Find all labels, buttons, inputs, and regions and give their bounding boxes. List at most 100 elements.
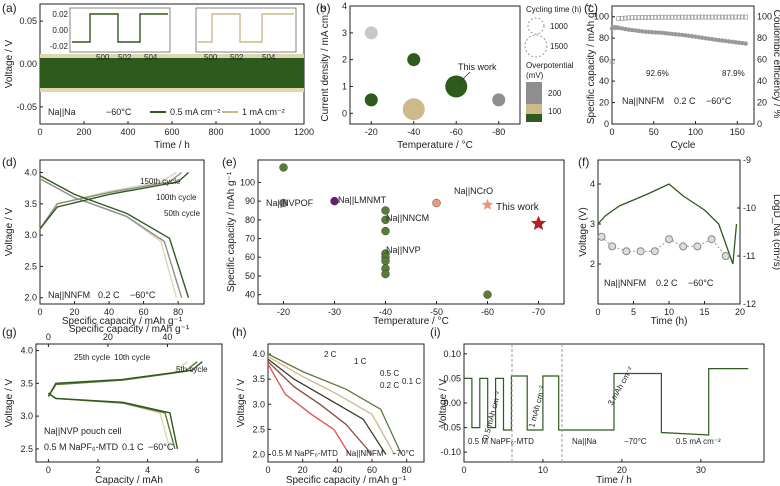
panel-h-frame <box>267 343 425 463</box>
panel-c-capacity-point <box>696 35 702 40</box>
panel-c-capacity-point <box>633 28 638 33</box>
panel-h-ytick-label: 4.0 <box>252 349 265 359</box>
panel-b-cycling-circle-1 <box>527 17 545 35</box>
panel-e-xtick-label: -50 <box>430 307 443 317</box>
panel-g-info-1: Na||NVP pouch cell <box>44 426 122 436</box>
panel-c-y2label: Coulombic efficiency / % <box>771 10 780 119</box>
panel-e-ytick-label: 80 <box>245 215 255 225</box>
panel-g-xtick-label: 6 <box>195 465 200 475</box>
panel-g: (g) Specific capacity / mAh g⁻¹ Voltage … <box>2 324 223 486</box>
panel-d: (d) Voltage / V Specific capacity / mAh … <box>2 155 205 327</box>
panel-b-point <box>492 93 506 107</box>
panel-c-capacity-point <box>643 29 648 34</box>
panel-g-info-electrolyte: 0.5 M NaPF₆-MTD <box>44 442 119 452</box>
panel-c-ce-point <box>629 15 635 21</box>
panel-b-colorbar-tan <box>526 104 542 114</box>
panel-c-ce-point <box>673 14 678 20</box>
panel-c-ce-point <box>729 14 735 20</box>
panel-a-inset-left <box>69 7 171 53</box>
panel-h-ytick-label: 3.0 <box>252 399 265 409</box>
panel-a-inset-right-xtick-3: 504 <box>262 53 276 62</box>
panel-e-label-thiswork: This work <box>496 202 540 213</box>
panel-e-xtick-label: -20 <box>277 307 290 317</box>
panel-a-ytick-label: 0.05 <box>19 16 37 26</box>
panel-g-label: (g) <box>2 325 17 339</box>
panel-g-ytick-label: 3.5 <box>20 378 33 388</box>
panel-f-ylabel: Voltage (V) <box>578 207 589 256</box>
panel-c-y2tick-label: 80 <box>757 33 767 43</box>
panel-c-ce-point <box>703 14 708 20</box>
panel-h-xlabel: Specific capacity / mAh g⁻¹ <box>286 475 407 486</box>
panel-c-y2tick-label: 0 <box>757 119 762 129</box>
panel-e-label-nvp: Na||NVP <box>386 245 421 255</box>
panel-c-xtick-label: 150 <box>730 127 745 137</box>
panel-c-ce-point <box>699 14 705 20</box>
panel-c-capacity-point <box>616 25 621 31</box>
panel-a-inset-left-xtick-2: 502 <box>118 53 132 62</box>
panel-f-y2tick-label: -12 <box>743 299 756 309</box>
panel-b-annotation-arrow <box>459 71 471 83</box>
panel-c-capacity-point <box>649 29 655 35</box>
panel-c-capacity-point <box>676 32 682 37</box>
panel-c-ce-point <box>693 14 698 20</box>
panel-d-frame <box>39 159 205 305</box>
panel-e-point <box>381 215 390 225</box>
panel-c-capacity-point <box>666 31 671 36</box>
panel-c-ce-point <box>626 15 632 21</box>
panel-c-ce-point <box>683 14 688 20</box>
panel-e-point <box>330 196 339 206</box>
panel-d-ytick-label: 3.0 <box>24 230 37 240</box>
panel-c-capacity-point <box>659 30 665 36</box>
panel-i-xtick-label: 0 <box>461 465 466 475</box>
panel-a-xtick-label: 0 <box>37 127 42 137</box>
panel-g-top-xlabel: Specific capacity / mAh g⁻¹ <box>69 324 190 335</box>
panel-c-ce-point <box>719 14 725 20</box>
panel-f-y2label: LogD_Na (cm²/s) <box>771 194 780 270</box>
panel-h-rate-2C: 2 C <box>324 350 337 359</box>
panel-b-ytick-label: 1 <box>342 81 347 91</box>
panel-g-ytick-label: 4.0 <box>20 346 33 356</box>
panel-a-label: (a) <box>2 1 17 15</box>
panel-e: (e) Specific capacity / mAh g⁻¹ Temperat… <box>222 155 565 327</box>
panel-e-point <box>432 198 441 208</box>
panel-b-label: (b) <box>316 1 331 15</box>
panel-c-xlabel: Cycle <box>670 140 695 151</box>
panel-a-inset-left-curve <box>72 13 168 43</box>
panel-f-ytick-label: 3 <box>590 219 595 229</box>
panel-a-inset-right-curve <box>198 13 294 43</box>
panel-c-ce-point <box>609 59 615 65</box>
panel-h-rate-curve <box>267 363 351 455</box>
panel-h-rate-01C: 0.1 C <box>402 377 421 386</box>
panel-b-overpotential-title-1: Overpotential <box>526 61 574 70</box>
panel-b-colorbar-100: 100 <box>548 107 562 116</box>
panel-c-ce-point <box>666 14 672 20</box>
panel-c-capacity-point <box>713 37 718 42</box>
panel-c-label: (c) <box>584 1 598 15</box>
panel-i-ytick-label: -0.10 <box>440 447 461 457</box>
panel-g-charge-curve <box>47 361 203 397</box>
panel-g-xlabel: Capacity / mAh <box>95 475 163 486</box>
panel-i-info-cell: Na||Na <box>572 437 597 446</box>
panel-f-logd-point <box>665 235 673 244</box>
panel-i-label: (i) <box>430 325 441 339</box>
panel-c-capacity-point <box>736 40 742 45</box>
panel-d-xtick-label: 80 <box>173 307 183 317</box>
panel-c-capacity-point <box>723 38 728 44</box>
panel-c-capacity-point <box>636 28 641 34</box>
panel-i-ytick-label: 0.00 <box>443 398 461 408</box>
panel-i-xtick-label: 20 <box>617 465 627 475</box>
panel-f-info-temp: −60°C <box>688 278 714 288</box>
panel-c-ce-point <box>726 14 732 20</box>
panel-e-star-point <box>530 215 547 231</box>
panel-c-capacity-point <box>626 27 631 32</box>
panel-c-ce-point <box>656 14 662 20</box>
panel-c-capacity-point <box>686 33 692 38</box>
panel-g-xtick-label: 4 <box>145 465 150 475</box>
panel-c-ce-point <box>743 14 748 20</box>
panel-c-capacity-point <box>693 34 698 39</box>
panel-c-y2tick-label: 100 <box>757 12 772 22</box>
panel-c-capacity-point <box>613 25 618 30</box>
panel-e-frame <box>257 159 565 305</box>
panel-i-info-temp: −70°C <box>624 437 647 446</box>
panel-f: (f) Voltage (V) LogD_Na (cm²/s) Time (h)… <box>578 155 780 327</box>
